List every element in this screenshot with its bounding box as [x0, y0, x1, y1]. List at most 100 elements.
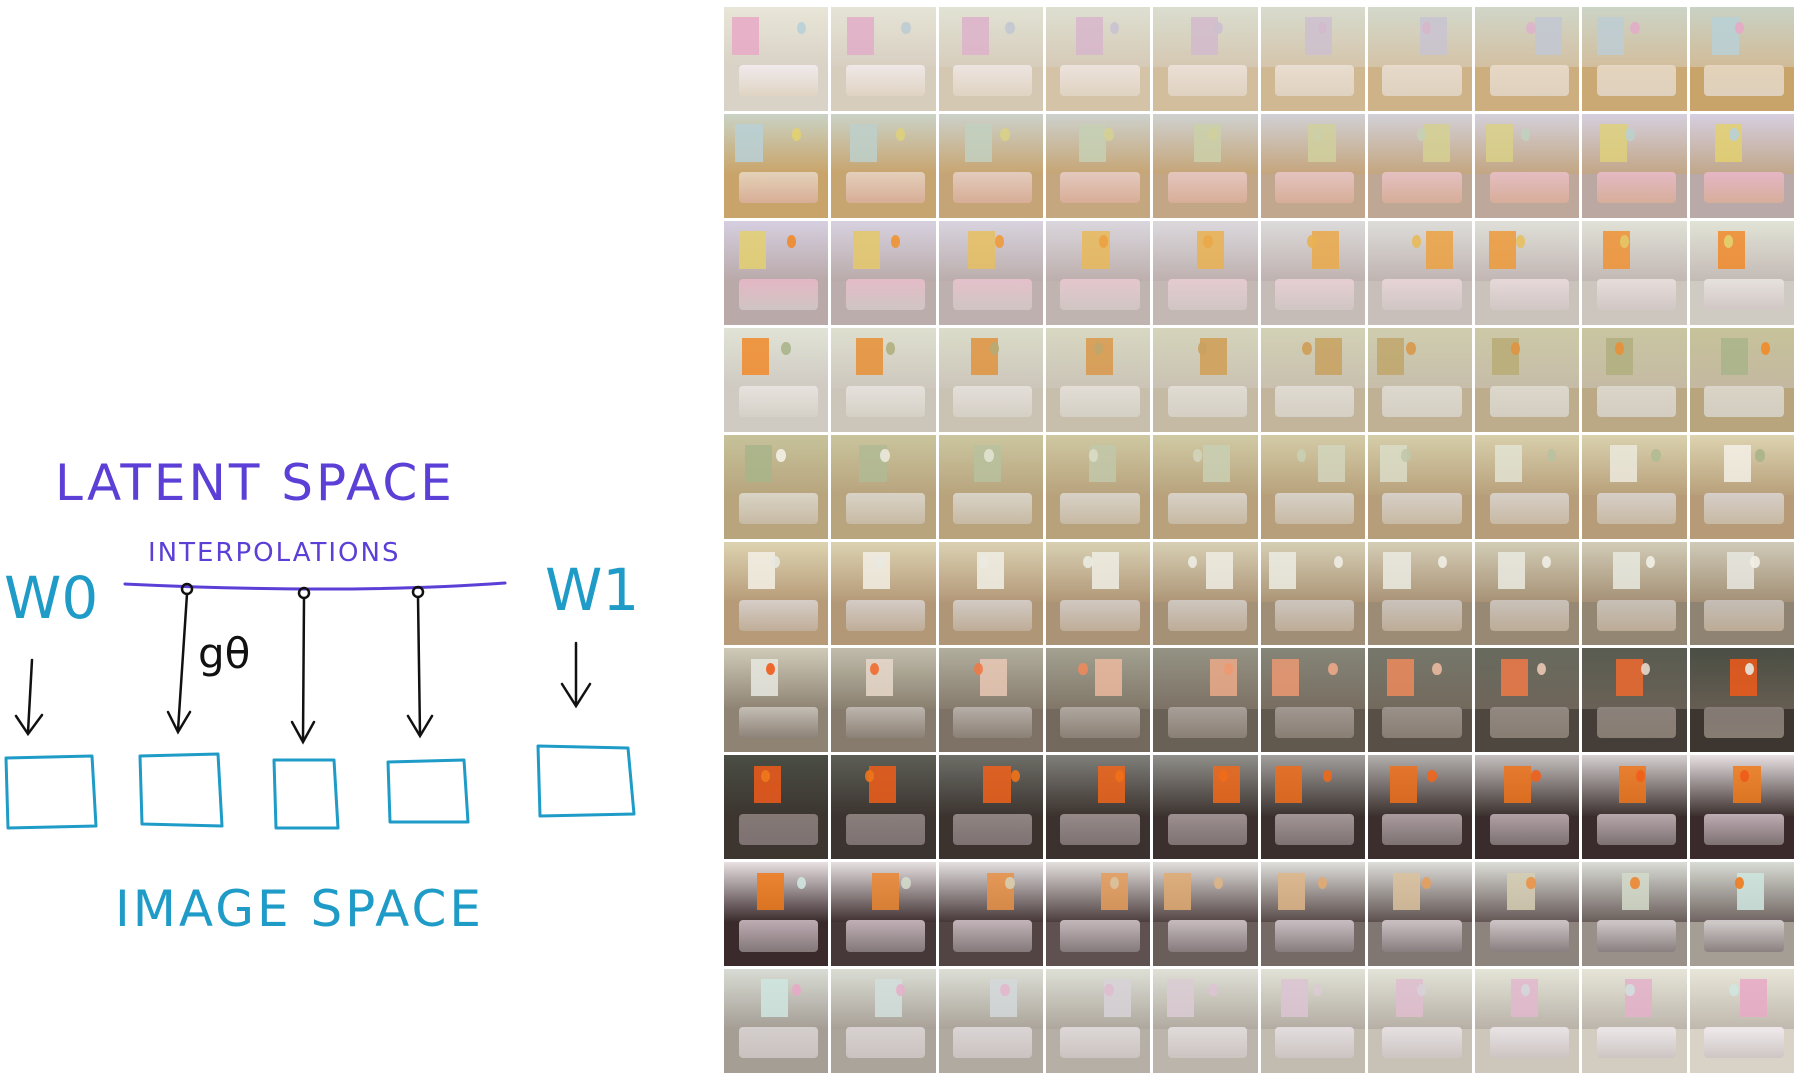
image-box	[138, 752, 224, 828]
thumbnail-bed	[1704, 599, 1784, 631]
thumbnail-bed	[845, 599, 926, 631]
interpolation-image-grid	[724, 7, 1794, 1073]
thumbnail-lamp	[760, 769, 770, 783]
thumbnail-wall	[1260, 862, 1365, 923]
thumbnail-bed	[1596, 385, 1677, 418]
thumbnail-bed	[845, 492, 926, 524]
thumbnail-wall	[1475, 7, 1580, 68]
thumbnail-bed	[953, 385, 1033, 418]
thumbnail-window	[856, 338, 884, 376]
thumbnail-wall	[1582, 327, 1687, 388]
thumbnail-bed	[1596, 706, 1677, 738]
interpolation-thumbnail	[1475, 220, 1580, 325]
thumbnail-window	[1485, 124, 1513, 162]
interpolation-thumbnail	[1260, 434, 1365, 539]
thumbnail-lamp	[1646, 556, 1656, 569]
interpolation-thumbnail	[1045, 327, 1151, 432]
thumbnail-window	[1609, 444, 1637, 483]
thumbnail-lamp	[869, 662, 880, 676]
thumbnail-window	[967, 231, 995, 269]
thumbnail-lamp	[1312, 128, 1323, 141]
thumbnail-bed	[1382, 172, 1462, 204]
thumbnail-lamp	[895, 983, 906, 997]
thumbnail-window	[1534, 17, 1562, 55]
generator-label: gθ	[198, 629, 250, 678]
thumbnail-wall	[1475, 327, 1580, 388]
thumbnail-bed	[1060, 813, 1140, 845]
interpolation-thumbnail	[831, 648, 936, 753]
thumbnail-lamp	[1416, 983, 1427, 997]
thumbnail-bed	[1704, 172, 1784, 204]
thumbnail-bed	[738, 492, 818, 524]
thumbnail-bed	[738, 279, 818, 311]
thumbnail-lamp	[1187, 556, 1197, 569]
interpolation-thumbnail	[1475, 541, 1580, 646]
thumbnail-wall	[1367, 862, 1473, 923]
interpolation-thumbnail	[1153, 541, 1258, 646]
thumbnail-bed	[1275, 65, 1355, 97]
interpolation-thumbnail	[1367, 7, 1473, 111]
thumbnail-lamp	[901, 21, 911, 34]
thumbnail-bed	[845, 920, 926, 952]
thumbnail-lamp	[1224, 662, 1234, 676]
interpolation-thumbnail	[724, 541, 829, 646]
thumbnail-bed	[953, 492, 1033, 524]
thumbnail-bed	[1275, 172, 1355, 204]
thumbnail-bed	[738, 385, 818, 418]
interpolation-thumbnail	[724, 755, 829, 860]
thumbnail-bed	[1382, 599, 1462, 631]
interpolation-thumbnail	[1260, 541, 1365, 646]
generator-arrows	[14, 592, 592, 745]
thumbnail-window	[1206, 551, 1234, 590]
interpolations-label: INTERPOLATIONS	[148, 538, 400, 568]
thumbnail-lamp	[1406, 342, 1416, 355]
thumbnail-bed	[953, 65, 1033, 97]
thumbnail-bed	[738, 172, 818, 204]
thumbnail-lamp	[1307, 235, 1317, 248]
thumbnail-window	[1094, 658, 1123, 697]
thumbnail-bed	[1275, 1027, 1355, 1059]
thumbnail-bed	[845, 65, 926, 97]
thumbnail-bed	[1382, 385, 1462, 418]
thumbnail-lamp	[1547, 449, 1557, 462]
thumbnail-lamp	[1203, 235, 1213, 248]
thumbnail-lamp	[1422, 21, 1432, 34]
interpolation-thumbnail	[1153, 113, 1258, 218]
thumbnail-wall	[1367, 755, 1473, 816]
thumbnail-lamp	[1755, 449, 1765, 462]
interpolation-thumbnail	[938, 648, 1043, 753]
interpolation-thumbnail	[1153, 648, 1258, 753]
thumbnail-lamp	[974, 662, 984, 676]
thumbnail-bed	[1060, 279, 1140, 311]
thumbnail-lamp	[1526, 876, 1536, 890]
interpolation-thumbnail	[1582, 755, 1687, 860]
interpolation-thumbnail	[938, 220, 1043, 325]
interpolation-thumbnail	[1153, 862, 1258, 967]
thumbnail-window	[1091, 551, 1119, 590]
interpolation-thumbnail	[1689, 7, 1794, 111]
interpolation-thumbnail	[1475, 648, 1580, 753]
thumbnail-window	[1203, 444, 1231, 483]
thumbnail-bed	[1704, 279, 1784, 311]
thumbnail-lamp	[765, 662, 776, 676]
thumbnail-lamp	[875, 556, 885, 569]
thumbnail-wall	[1475, 541, 1580, 602]
interpolation-thumbnail	[1689, 327, 1794, 432]
thumbnail-bed	[953, 172, 1033, 204]
thumbnail-wall	[724, 541, 829, 602]
thumbnail-window	[738, 231, 766, 269]
thumbnail-lamp	[1614, 342, 1625, 355]
thumbnail-window	[1383, 551, 1411, 590]
interpolation-thumbnail	[938, 434, 1043, 539]
thumbnail-window	[1079, 124, 1107, 162]
interpolation-thumbnail	[1582, 327, 1687, 432]
thumbnail-lamp	[1000, 983, 1010, 997]
thumbnail-window	[1600, 124, 1628, 162]
thumbnail-lamp	[1317, 21, 1328, 34]
thumbnail-bed	[1489, 706, 1569, 738]
interpolation-thumbnail	[1367, 648, 1473, 753]
thumbnail-window	[1501, 658, 1529, 697]
thumbnail-bed	[738, 599, 818, 631]
thumbnail-lamp	[1437, 556, 1448, 569]
thumbnail-window	[1615, 658, 1643, 697]
